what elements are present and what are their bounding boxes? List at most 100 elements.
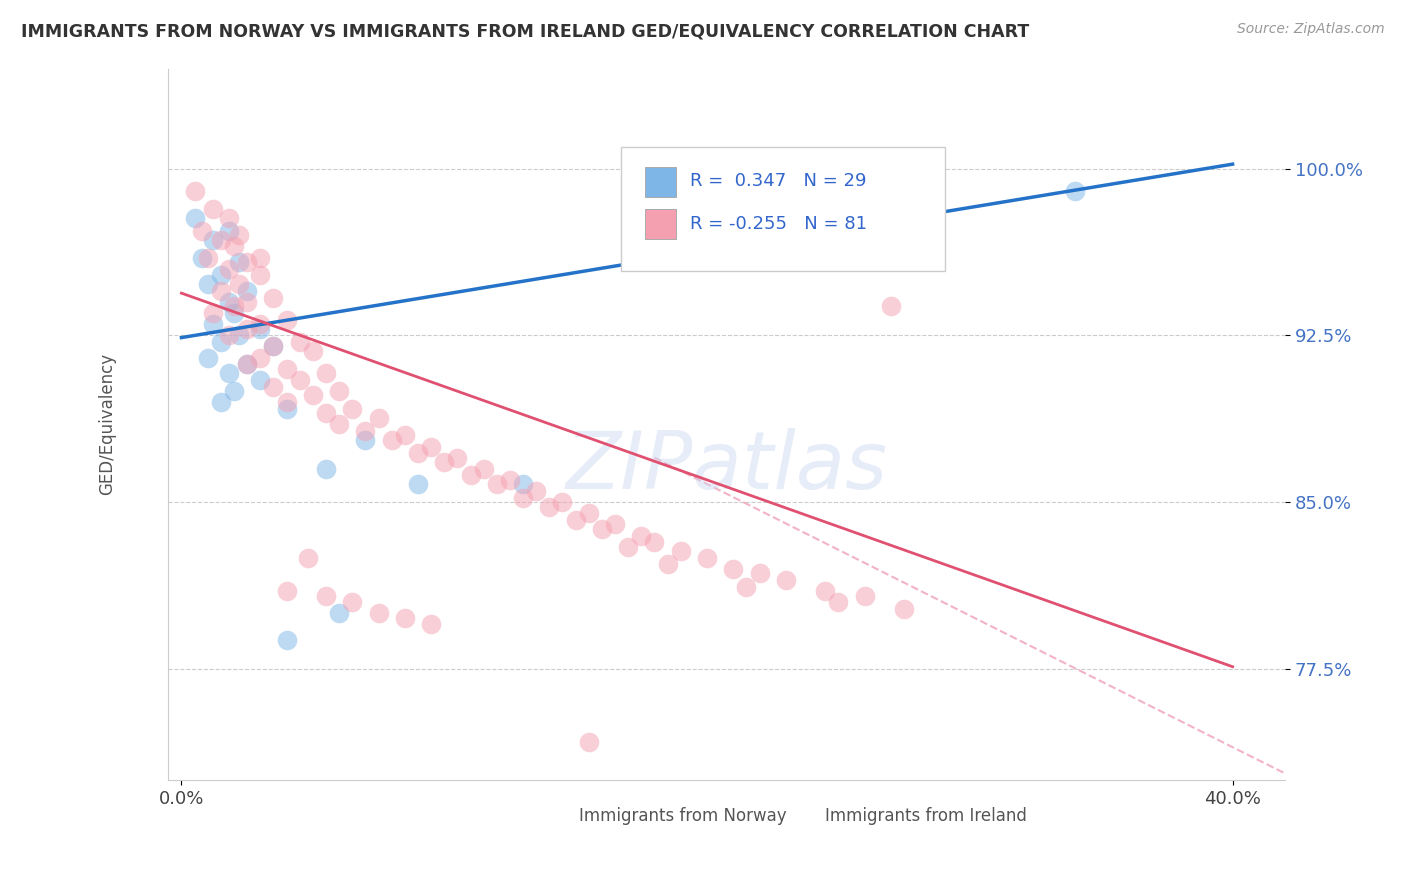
Point — [222, 384, 245, 398]
Point — [433, 455, 456, 469]
Point — [315, 462, 337, 476]
Point — [209, 268, 232, 283]
Point — [222, 300, 245, 314]
Point — [827, 595, 849, 609]
Point — [342, 401, 364, 416]
Point — [315, 589, 337, 603]
Point — [406, 446, 429, 460]
Point — [276, 401, 298, 416]
Point — [236, 295, 259, 310]
Text: ZIPatlas: ZIPatlas — [565, 428, 887, 506]
Point — [218, 366, 240, 380]
Point — [236, 357, 259, 371]
Point — [218, 211, 240, 225]
Point — [328, 607, 350, 621]
Point — [420, 617, 443, 632]
Point — [460, 468, 482, 483]
Point — [591, 522, 613, 536]
Point — [367, 410, 389, 425]
Point — [669, 544, 692, 558]
Text: Immigrants from Ireland: Immigrants from Ireland — [825, 806, 1026, 825]
Point — [394, 611, 416, 625]
Point — [249, 351, 271, 365]
Text: R =  0.347   N = 29: R = 0.347 N = 29 — [690, 172, 866, 190]
Point — [853, 589, 876, 603]
Point — [315, 366, 337, 380]
Point — [249, 373, 271, 387]
Point — [262, 379, 284, 393]
Point — [276, 361, 298, 376]
Point — [342, 595, 364, 609]
Point — [578, 735, 600, 749]
Point — [191, 224, 214, 238]
Point — [249, 322, 271, 336]
Point — [446, 450, 468, 465]
Text: Source: ZipAtlas.com: Source: ZipAtlas.com — [1237, 22, 1385, 37]
Point — [354, 433, 377, 447]
Point — [197, 277, 219, 292]
Point — [1064, 184, 1087, 198]
Point — [394, 428, 416, 442]
Point — [297, 550, 319, 565]
Point — [288, 334, 311, 349]
Point — [218, 328, 240, 343]
Bar — [645, 167, 676, 196]
Point — [218, 224, 240, 238]
Point — [201, 233, 224, 247]
Point — [524, 483, 547, 498]
Point — [735, 580, 758, 594]
Point — [499, 473, 522, 487]
Point — [209, 334, 232, 349]
Bar — [548, 805, 572, 826]
Point — [551, 495, 574, 509]
Point — [578, 506, 600, 520]
Point — [236, 322, 259, 336]
Point — [288, 373, 311, 387]
Point — [236, 284, 259, 298]
Point — [564, 513, 586, 527]
Point — [657, 558, 679, 572]
Text: Immigrants from Norway: Immigrants from Norway — [579, 806, 787, 825]
Point — [262, 291, 284, 305]
Point — [201, 306, 224, 320]
Point — [420, 440, 443, 454]
Point — [197, 251, 219, 265]
Point — [222, 239, 245, 253]
Point — [512, 477, 534, 491]
Point — [643, 535, 665, 549]
Point — [276, 633, 298, 648]
Bar — [645, 210, 676, 239]
Point — [276, 313, 298, 327]
Point — [262, 339, 284, 353]
Point — [538, 500, 561, 514]
Point — [249, 318, 271, 332]
Point — [328, 384, 350, 398]
Point — [367, 607, 389, 621]
Point — [218, 295, 240, 310]
Point — [209, 233, 232, 247]
Point — [183, 211, 205, 225]
Point — [617, 540, 640, 554]
Point — [315, 406, 337, 420]
Point — [236, 357, 259, 371]
Point — [472, 462, 495, 476]
Point — [814, 584, 837, 599]
Point — [354, 424, 377, 438]
Point — [512, 491, 534, 505]
Point — [222, 306, 245, 320]
Point — [723, 562, 745, 576]
Point — [228, 277, 250, 292]
Point — [301, 343, 323, 358]
Point — [249, 251, 271, 265]
Point — [893, 602, 915, 616]
Point — [748, 566, 770, 581]
Point — [209, 284, 232, 298]
Point — [880, 300, 903, 314]
Point — [696, 550, 718, 565]
Point — [249, 268, 271, 283]
Point — [406, 477, 429, 491]
Point — [775, 573, 797, 587]
Point — [603, 517, 626, 532]
Point — [262, 339, 284, 353]
Point — [236, 255, 259, 269]
